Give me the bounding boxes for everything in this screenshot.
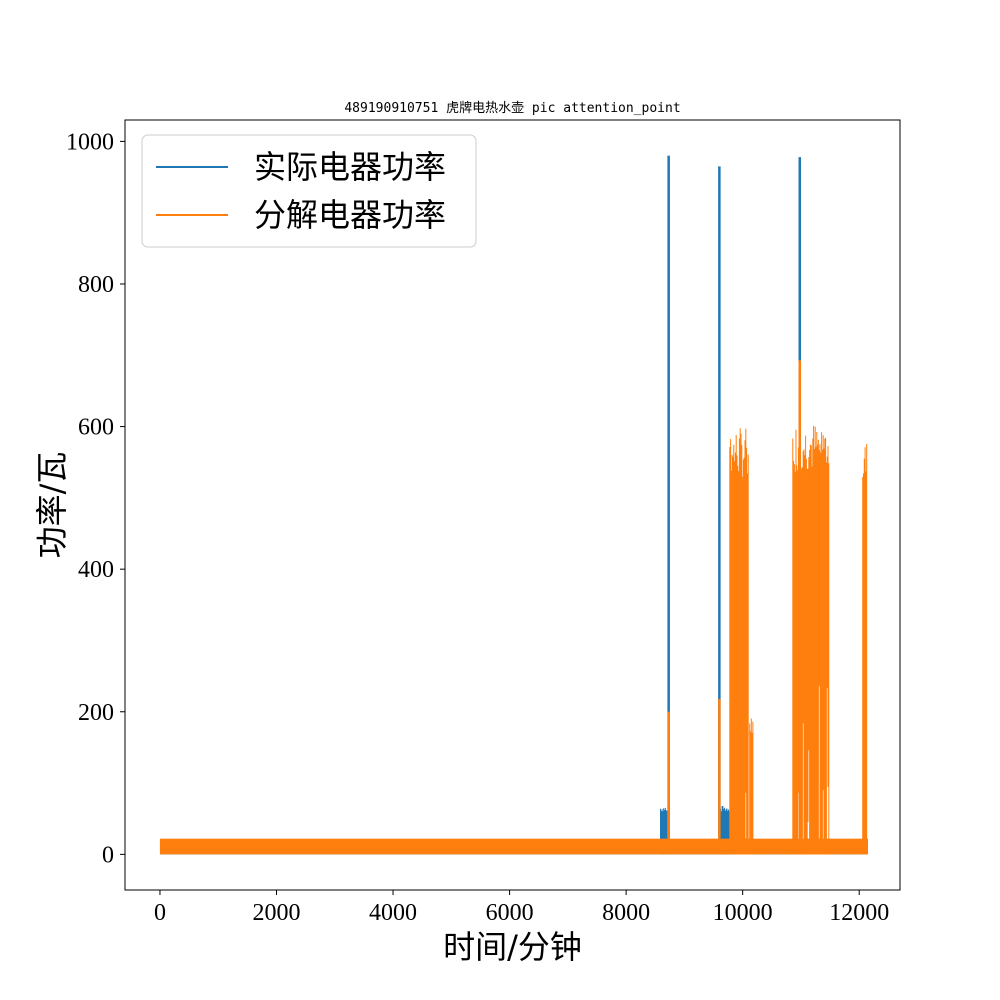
x-tick-label: 8000: [602, 900, 650, 926]
x-axis-label: 时间/分钟: [443, 928, 582, 966]
y-tick-label: 1000: [66, 129, 114, 155]
series-burst: [862, 444, 868, 855]
y-axis-ticks: 0 200 400 600 800 1000: [66, 129, 125, 868]
y-tick-label: 800: [78, 272, 114, 298]
y-tick-label: 600: [78, 415, 114, 441]
x-tick-label: 6000: [486, 900, 534, 926]
y-tick-label: 200: [78, 700, 114, 726]
x-axis-ticks: 0 2000 4000 6000 8000 10000 12000: [154, 890, 889, 926]
x-tick-label: 0: [154, 900, 166, 926]
series-burst: [660, 807, 668, 855]
y-tick-label: 0: [102, 842, 114, 868]
series-baseline-band: [159, 838, 868, 855]
legend-label: 实际电器功率: [254, 148, 446, 186]
x-tick-label: 4000: [369, 900, 417, 926]
x-tick-label: 12000: [829, 900, 889, 926]
x-tick-label: 2000: [253, 900, 301, 926]
series-burst: [749, 718, 754, 855]
y-axis-label: 功率/瓦: [33, 452, 71, 559]
series-burst: [792, 425, 830, 855]
legend-label: 分解电器功率: [254, 196, 446, 234]
y-tick-label: 400: [78, 557, 114, 583]
series-burst: [729, 428, 749, 855]
chart-title: 489190910751 虎牌电热水壶 pic attention_point: [344, 100, 680, 116]
legend-box: [141, 134, 477, 248]
plot-area: [159, 155, 868, 855]
x-tick-label: 10000: [713, 900, 773, 926]
series-decomposed: [159, 360, 868, 855]
axes-frame: [124, 119, 901, 891]
